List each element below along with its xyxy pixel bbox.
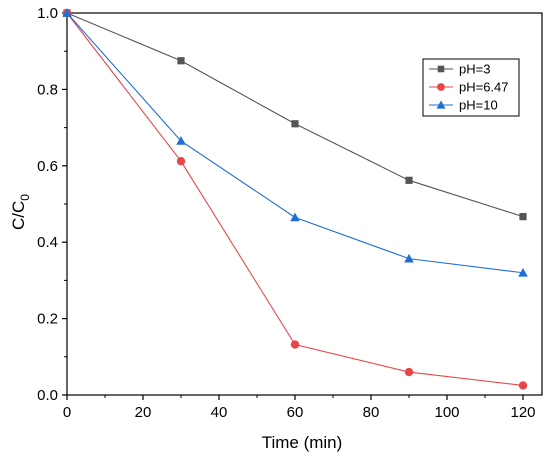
data-point [518, 381, 528, 390]
data-point [176, 136, 186, 145]
data-point [290, 212, 300, 222]
y-axis-title: C/C0 [9, 194, 32, 230]
legend-label: pH=6.47 [459, 80, 509, 95]
data-point [518, 267, 528, 277]
data-point [290, 340, 300, 349]
legend-label: pH=10 [459, 98, 498, 113]
legend-label: pH=3 [459, 62, 490, 77]
legend-marker [437, 65, 445, 73]
series-markers [62, 8, 528, 390]
data-point [404, 253, 414, 263]
data-point [404, 367, 414, 377]
data-point [176, 157, 186, 166]
y-tick-label: 0.6 [37, 158, 58, 175]
y-tick-label: 0.8 [37, 81, 58, 98]
data-point [519, 213, 527, 221]
y-axis: 0.0 0.2 0.4 0.6 0.8 1.0 [37, 5, 67, 404]
x-tick-label: 20 [135, 404, 152, 421]
x-tick-label: 60 [287, 404, 304, 421]
data-point [291, 120, 299, 128]
data-point [177, 57, 185, 65]
y-tick-label: 1.0 [37, 5, 58, 22]
y-axis-title-subscript: 0 [18, 194, 32, 201]
data-point [405, 176, 413, 184]
x-axis-title: Time (min) [262, 433, 343, 452]
x-tick-label: 120 [510, 404, 535, 421]
legend-marker [436, 100, 446, 109]
data-point [62, 8, 72, 17]
y-tick-label: 0.2 [37, 311, 58, 328]
x-tick-label: 40 [211, 404, 228, 421]
x-tick-label: 0 [63, 404, 71, 421]
y-tick-label: 0.4 [37, 234, 58, 251]
y-tick-label: 0.0 [37, 387, 58, 404]
legend: pH=3 pH=6.47 pH=10 [422, 58, 520, 117]
x-axis: 0 20 40 60 80 100 120 [63, 395, 536, 421]
legend-marker [437, 83, 445, 91]
x-tick-label: 80 [363, 404, 380, 421]
series-line [66, 12, 524, 274]
x-tick-label: 100 [434, 404, 459, 421]
